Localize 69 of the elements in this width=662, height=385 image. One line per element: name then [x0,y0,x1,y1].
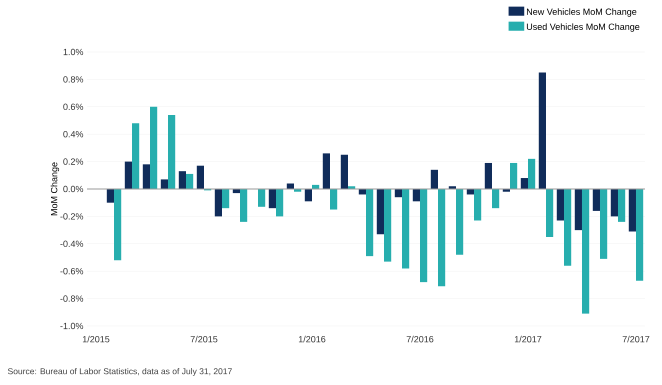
x-tick-label: 1/2016 [298,336,326,342]
bar [430,170,438,189]
bar [304,188,312,202]
bar [160,179,168,189]
bar [592,188,600,211]
y-tick-label: 0.0% [63,186,84,192]
x-tick-label: 1/2015 [82,336,110,342]
bar [214,188,222,216]
x-tick-label: 7/2017 [622,336,650,342]
bar [492,188,500,208]
y-tick-label: -0.2% [60,213,84,220]
bar [258,188,266,207]
bar [484,162,492,189]
bar [456,188,464,255]
bar [574,188,582,230]
bar [402,188,410,268]
bar [366,188,374,256]
bar [528,158,536,189]
x-tick-label: 7/2016 [406,336,434,342]
bar [520,178,528,189]
y-tick-label: -0.8% [60,295,84,302]
bar [556,188,564,220]
y-tick-label: 0.2% [63,158,84,165]
bar [106,188,114,203]
bar [628,188,636,232]
bar [276,188,284,216]
bar [582,188,590,314]
bar [196,166,204,189]
bar [420,188,428,282]
bar [438,188,446,286]
bar [178,171,186,189]
source-note: Source: Bureau of Labor Statistics, data as of July 31, 2017 [8,368,232,376]
bar [222,188,230,208]
bar [240,188,248,222]
bar [636,188,644,281]
bar [384,188,392,262]
y-tick-label: -0.6% [60,268,84,274]
x-tick-label: 1/2017 [514,336,542,342]
bar [124,162,132,189]
legend-label: New Vehicles MoM Change [526,8,636,17]
y-tick-label: 0.8% [63,76,84,83]
bar [330,188,338,210]
bar [618,188,626,222]
y-tick-label: -1.0% [60,322,84,330]
bar [600,188,608,259]
legend-label: Used Vehicles MoM Change [526,23,640,32]
bar [538,72,546,189]
bar [340,154,348,189]
y-tick-label: -0.4% [60,240,84,247]
x-tick-label: 7/2015 [190,336,218,342]
bar [142,164,150,189]
y-tick-label: 0.6% [63,104,84,110]
bar [610,188,618,216]
bar [150,106,158,189]
bar [322,153,330,189]
bar [546,188,554,237]
bar [168,115,176,189]
y-tick-label: 0.4% [63,131,84,138]
bar [376,188,384,234]
y-axis-title: MoM Change [50,162,60,216]
bar [132,123,140,189]
y-tick-label: 1.0% [64,48,84,56]
bar [412,188,420,202]
bar [564,188,572,266]
bar [510,162,518,189]
bar [474,188,482,220]
bar [268,188,276,208]
bar [114,188,122,260]
bar [186,174,194,189]
